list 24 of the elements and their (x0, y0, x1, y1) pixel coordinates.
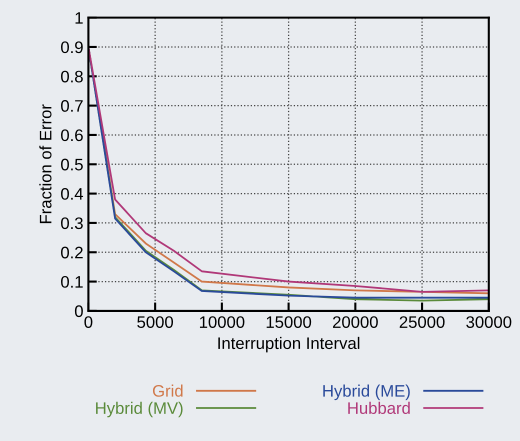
x-tick-label: 20000 (333, 316, 378, 328)
y-tick-label: 0.7 (61, 100, 83, 112)
x-tick-label: 15000 (266, 316, 312, 328)
y-tick-label: 0.1 (61, 276, 83, 288)
x-tick-label: 25000 (400, 316, 445, 328)
y-tick-label: 0.2 (61, 246, 83, 258)
y-tick-label: 0.5 (61, 158, 83, 170)
y-tick-label: 1 (76, 12, 83, 24)
y-tick-label: 0.8 (61, 70, 83, 82)
x-tick-label: 5000 (137, 316, 174, 328)
x-axis-title: Interruption Interval (218, 336, 360, 352)
x-tick-label: 10000 (200, 316, 244, 328)
x-tick-label: 30000 (466, 316, 512, 328)
y-tick-label: 0 (74, 305, 83, 318)
y-tick-label: 0.6 (61, 129, 83, 142)
legend-label: Hubbard (348, 402, 410, 414)
y-axis-title: Fraction of Error (39, 104, 52, 224)
y-tick-label: 0.4 (61, 188, 84, 200)
y-tick-label: 0.3 (61, 217, 83, 230)
legend-label: Grid (152, 384, 183, 397)
y-tick-label: 0.9 (61, 41, 83, 54)
legend-label: Hybrid (ME) (323, 384, 410, 400)
legend-label: Hybrid (MV) (96, 402, 183, 418)
x-tick-label: 0 (84, 316, 92, 328)
